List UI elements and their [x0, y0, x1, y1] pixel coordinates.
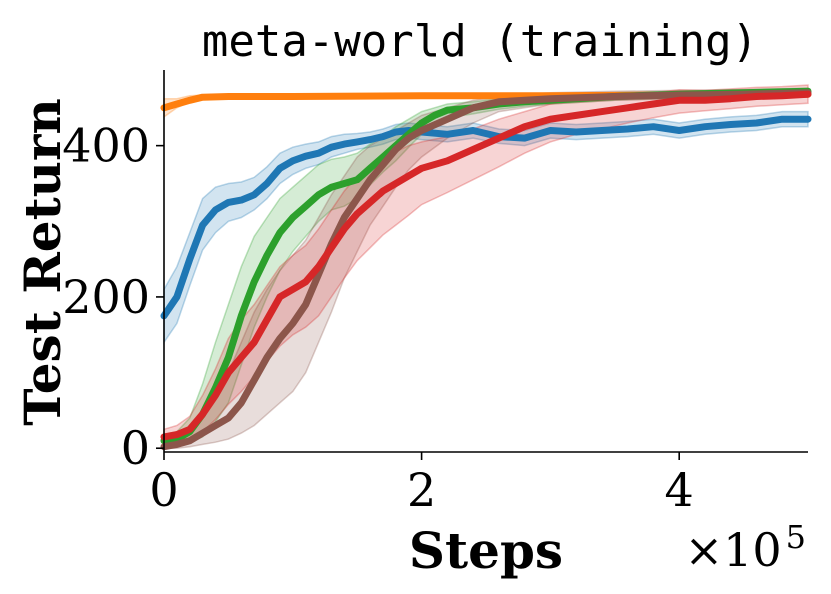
band-series-1 — [163, 110, 809, 345]
x-axis-multiplier: ×10 5 — [685, 518, 806, 577]
line-series-1 — [160, 115, 812, 320]
x-axis-label: Steps — [409, 521, 563, 580]
x-tick-label: 2 — [407, 463, 436, 517]
x-multiplier-base: ×10 — [685, 523, 782, 577]
band-series-4 — [163, 84, 809, 446]
series-lines — [160, 87, 812, 451]
chart-title: meta-world (training) — [202, 16, 758, 67]
y-tick-label: 400 — [62, 119, 150, 173]
line-series-4 — [160, 90, 812, 441]
y-axis-label: Test Return — [13, 98, 72, 425]
x-tick-label: 4 — [665, 463, 694, 517]
line-series-3 — [160, 89, 812, 451]
y-tick-label: 200 — [62, 270, 150, 324]
axes — [163, 70, 808, 453]
y-tick-label: 0 — [121, 421, 150, 475]
ticks: 0 200 400 0 2 4 — [62, 119, 694, 517]
x-multiplier-exponent: 5 — [786, 518, 806, 556]
x-tick-label: 0 — [149, 463, 178, 517]
